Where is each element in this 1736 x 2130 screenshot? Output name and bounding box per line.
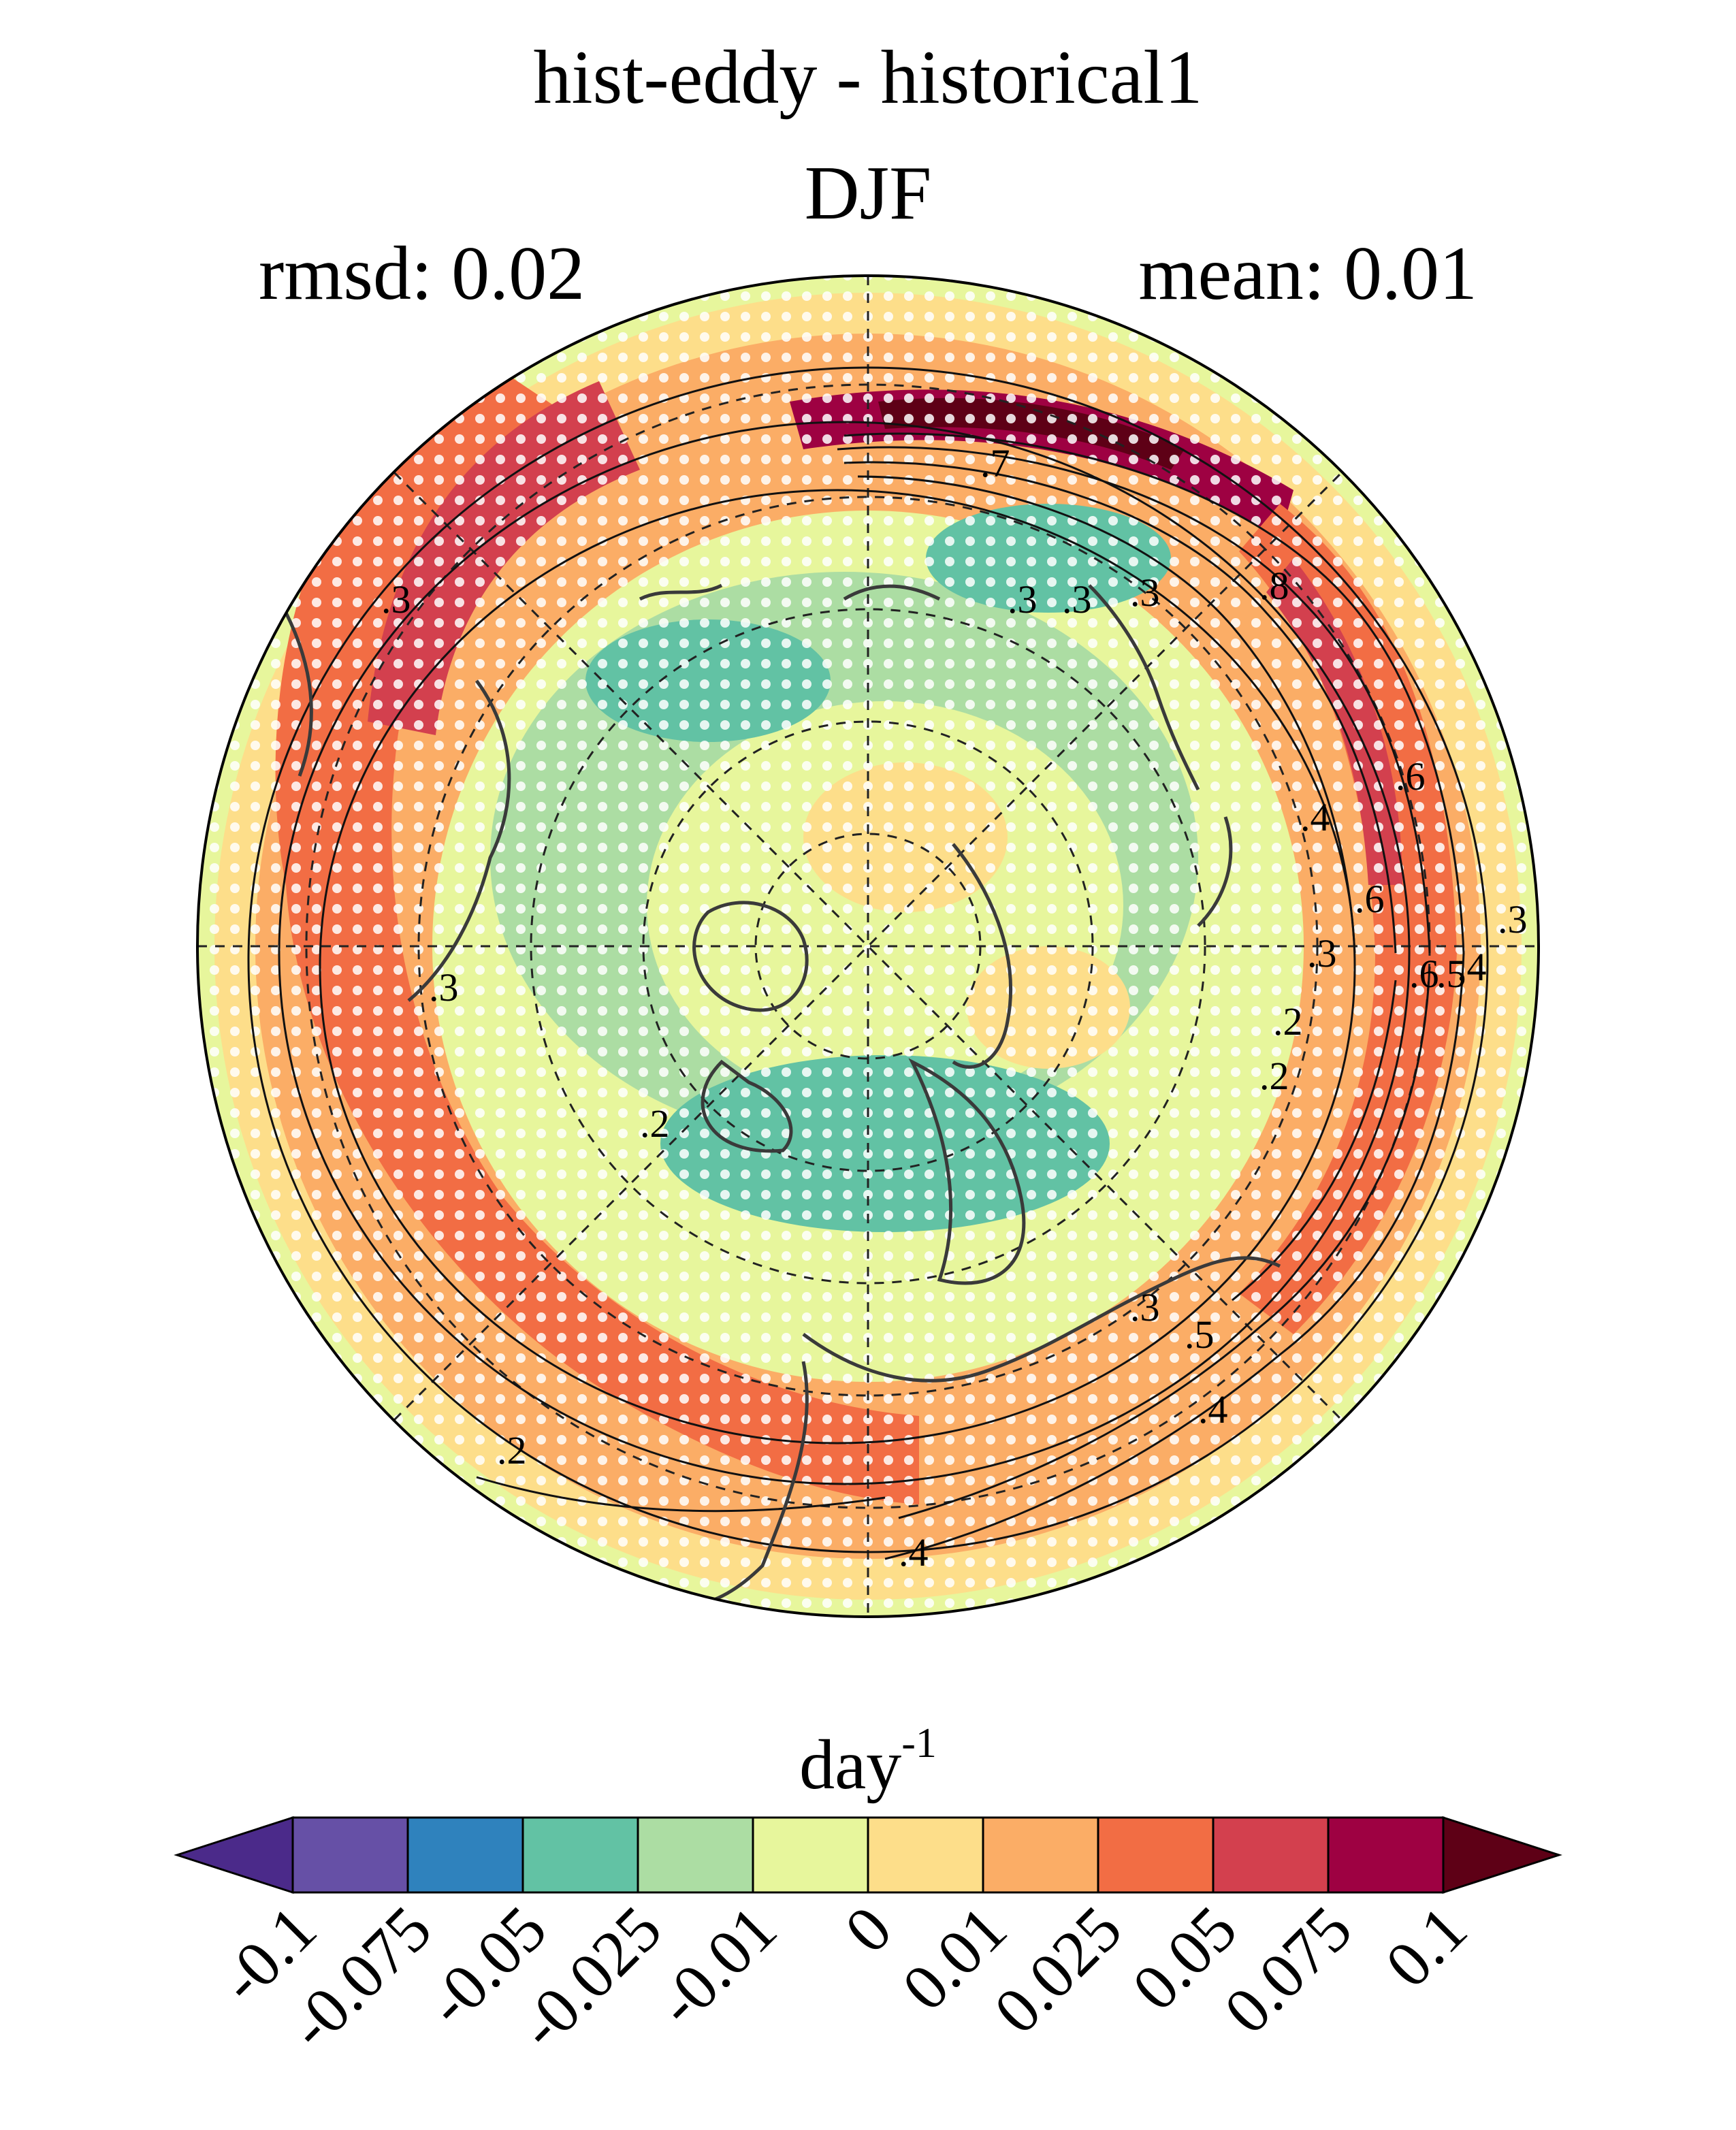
contour-label: .2 bbox=[1259, 1054, 1289, 1098]
colorbar-swatch bbox=[1097, 1816, 1215, 1894]
colorbar-swatch bbox=[521, 1816, 639, 1894]
contour-label: .3 bbox=[1062, 577, 1092, 622]
contour-label: .3 bbox=[1130, 570, 1160, 615]
contour-label: .6 bbox=[1409, 952, 1439, 996]
mean-label: mean: 0.01 bbox=[1138, 231, 1477, 316]
contour-label: .3 bbox=[381, 577, 411, 622]
season-label: DJF bbox=[804, 151, 932, 236]
colorbar-swatch bbox=[1212, 1816, 1330, 1894]
contour-label: .4 bbox=[1300, 795, 1330, 839]
contour-label: .3 bbox=[1307, 931, 1337, 975]
map-field: .7 .3 .3 .8 .6 .4 .6 .3 .4 .5 .6 .3 .3 .… bbox=[197, 276, 1539, 1617]
colorbar-tick-label: 0.025 bbox=[980, 1892, 1135, 2047]
contour-label: .4 bbox=[1457, 945, 1487, 989]
figure-title: hist-eddy - historical1 bbox=[533, 35, 1203, 120]
colorbar-extend-low bbox=[174, 1816, 294, 1894]
contour-label: .8 bbox=[1259, 564, 1289, 608]
map-boundary bbox=[196, 274, 1540, 1618]
contour-label: .5 bbox=[1185, 1312, 1215, 1357]
contour-label: .6 bbox=[1396, 754, 1426, 798]
contour-label: .2 bbox=[497, 1428, 527, 1472]
colorbar-tick-label: 0 bbox=[831, 1892, 905, 1967]
contour-label: .4 bbox=[1198, 1387, 1228, 1432]
contour-label: .7 bbox=[980, 441, 1010, 485]
colorbar-swatch bbox=[637, 1816, 754, 1894]
contour-label: .2 bbox=[640, 1101, 670, 1146]
contour-label: .6 bbox=[1355, 877, 1385, 921]
colorbar-swatch bbox=[752, 1816, 869, 1894]
colorbar-extend-high bbox=[1442, 1816, 1562, 1894]
colorbar-swatch bbox=[982, 1816, 1099, 1894]
contour-label: .3 bbox=[1498, 897, 1528, 941]
colorbar-tick-label: -0.01 bbox=[643, 1892, 790, 2039]
colorbar-tick-label: 0.1 bbox=[1371, 1892, 1481, 2001]
colorbar-tick-label: 0.075 bbox=[1210, 1892, 1365, 2047]
contour-label: .3 bbox=[1008, 577, 1038, 622]
colorbar-swatch bbox=[406, 1816, 524, 1894]
rmsd-label: rmsd: 0.02 bbox=[259, 231, 585, 316]
contour-label: .2 bbox=[1273, 999, 1303, 1044]
colorbar-swatch bbox=[867, 1816, 984, 1894]
contour-label: .4 bbox=[899, 1530, 929, 1575]
contour-label: .5 bbox=[1436, 952, 1466, 996]
contour-label: .3 bbox=[1130, 1285, 1160, 1329]
colorbar-unit: day-1 bbox=[799, 1720, 937, 1804]
contour-label: .3 bbox=[429, 965, 459, 1010]
colorbar-swatch bbox=[1327, 1816, 1445, 1894]
colorbar-swatch bbox=[291, 1816, 409, 1894]
